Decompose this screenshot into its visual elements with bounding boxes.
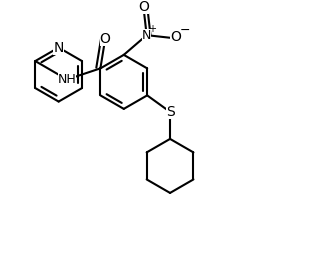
- Text: +: +: [148, 24, 156, 34]
- Text: O: O: [138, 0, 149, 14]
- Text: O: O: [170, 30, 181, 44]
- Text: S: S: [166, 105, 174, 119]
- Text: −: −: [180, 24, 191, 37]
- Text: N: N: [142, 29, 151, 42]
- Text: NH: NH: [58, 73, 77, 86]
- Text: O: O: [100, 32, 111, 46]
- Text: N: N: [53, 40, 64, 55]
